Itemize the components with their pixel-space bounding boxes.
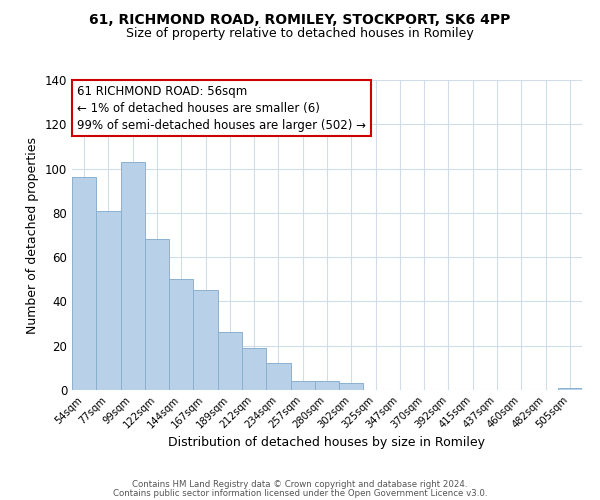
Bar — [290, 381, 315, 390]
Bar — [145, 240, 169, 390]
Text: Contains public sector information licensed under the Open Government Licence v3: Contains public sector information licen… — [113, 488, 487, 498]
Bar — [72, 178, 96, 390]
X-axis label: Distribution of detached houses by size in Romiley: Distribution of detached houses by size … — [169, 436, 485, 449]
Bar — [169, 280, 193, 390]
Text: 61, RICHMOND ROAD, ROMILEY, STOCKPORT, SK6 4PP: 61, RICHMOND ROAD, ROMILEY, STOCKPORT, S… — [89, 12, 511, 26]
Bar — [242, 348, 266, 390]
Text: Contains HM Land Registry data © Crown copyright and database right 2024.: Contains HM Land Registry data © Crown c… — [132, 480, 468, 489]
Bar — [193, 290, 218, 390]
Bar — [339, 384, 364, 390]
Bar — [121, 162, 145, 390]
Bar — [266, 364, 290, 390]
Y-axis label: Number of detached properties: Number of detached properties — [26, 136, 39, 334]
Bar — [558, 388, 582, 390]
Bar — [96, 210, 121, 390]
Bar — [218, 332, 242, 390]
Bar — [315, 381, 339, 390]
Text: 61 RICHMOND ROAD: 56sqm
← 1% of detached houses are smaller (6)
99% of semi-deta: 61 RICHMOND ROAD: 56sqm ← 1% of detached… — [77, 84, 366, 132]
Text: Size of property relative to detached houses in Romiley: Size of property relative to detached ho… — [126, 28, 474, 40]
